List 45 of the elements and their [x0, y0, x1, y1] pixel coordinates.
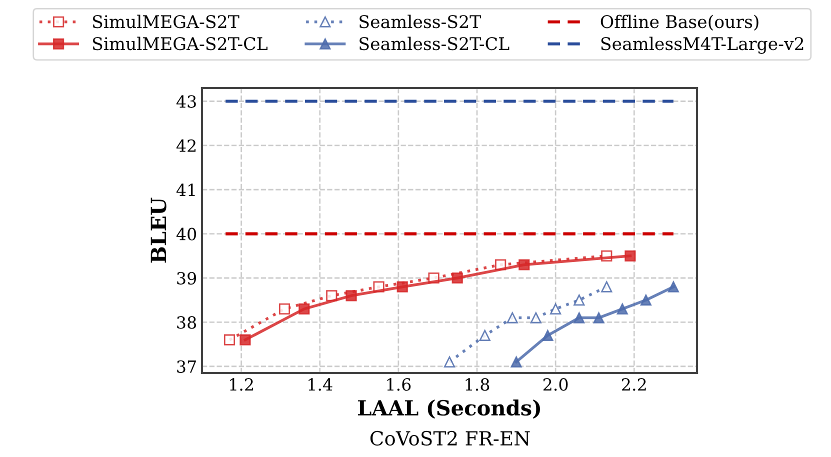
y-tick-label: 38	[177, 316, 196, 329]
x-tick-label: 2.0	[543, 378, 568, 391]
point	[542, 330, 554, 341]
y-tick-label: 43	[176, 95, 196, 108]
point	[278, 303, 290, 314]
point	[510, 356, 522, 368]
point	[574, 294, 585, 306]
y-tick-label: 41	[176, 184, 195, 196]
point	[574, 312, 585, 324]
y-tick-label: 39	[177, 272, 196, 285]
point	[506, 312, 518, 324]
y-tick-label: 42	[176, 139, 196, 152]
point	[346, 290, 357, 302]
legend-label: SimulMEGA-S2T-CL	[93, 36, 268, 50]
text: CoVoST2 FR-EN	[370, 430, 530, 446]
point	[224, 334, 236, 346]
point	[396, 281, 408, 292]
x-tick-label: 2.2	[622, 378, 646, 391]
y-tick-label: 40	[176, 228, 196, 240]
point	[640, 294, 652, 306]
point	[479, 330, 490, 341]
y-axis-title: BLEU	[150, 198, 166, 263]
x-axis-title: LAAL (Seconds)	[358, 400, 540, 419]
point	[601, 281, 612, 292]
point	[444, 356, 456, 368]
point	[624, 250, 636, 262]
x-tick-label: 1.4	[308, 378, 332, 391]
point	[593, 312, 604, 324]
legend-label: Seamless-S2T-CL	[360, 36, 510, 50]
x-tick-label: 1.8	[466, 378, 490, 391]
point	[452, 272, 463, 284]
point	[550, 303, 562, 314]
point	[240, 334, 251, 346]
x-tick-label: 1.2	[230, 378, 253, 391]
point	[530, 312, 542, 324]
legend-label: Offline Base(ours)	[600, 14, 758, 31]
point	[298, 303, 310, 314]
point	[668, 281, 679, 292]
point	[518, 259, 530, 270]
legend-label: Seamless-S2T	[360, 14, 481, 28]
y-tick-label: 37	[177, 360, 196, 373]
x-tick-label: 1.6	[387, 378, 411, 391]
legend-label: SeamlessM4T-Large-v2	[601, 36, 804, 54]
legend-label: SimulMEGA-S2T	[93, 14, 240, 28]
point	[616, 303, 628, 314]
